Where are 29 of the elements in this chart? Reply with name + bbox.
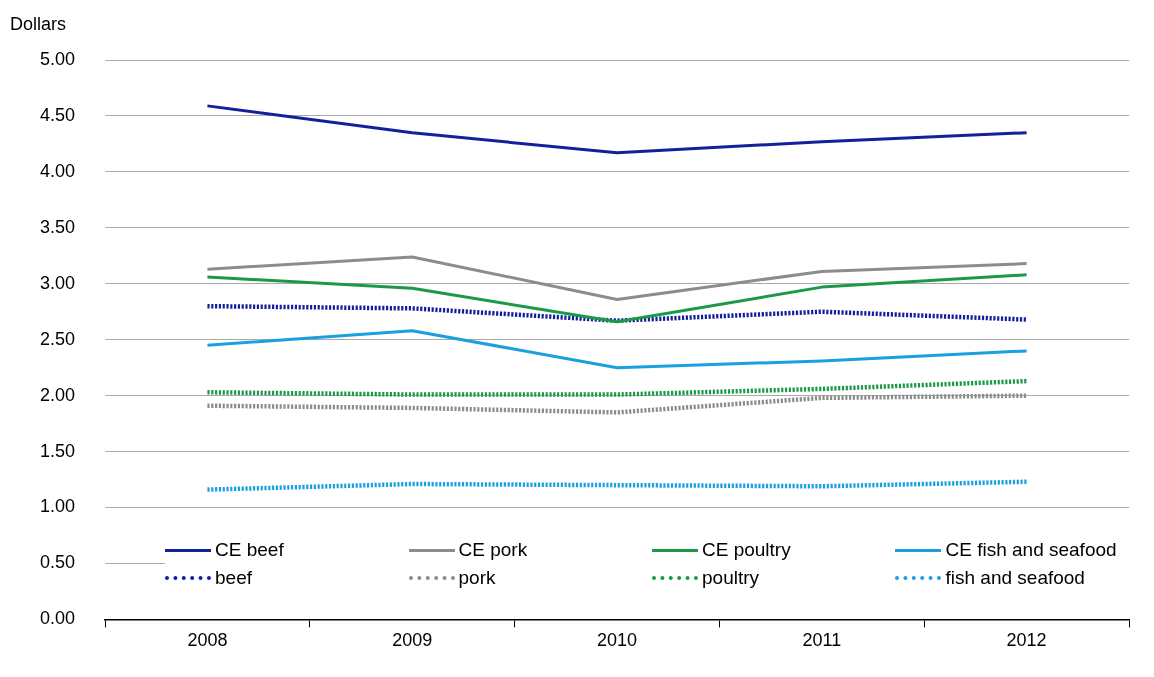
legend-label: beef <box>215 567 253 590</box>
y-tick-label: 5.00 <box>39 48 76 69</box>
y-tick-label: 4.50 <box>39 104 76 125</box>
x-tick-label: 2009 <box>392 630 433 651</box>
x-tick-label: 2011 <box>802 630 842 651</box>
line-series <box>205 303 1029 323</box>
y-tick-label: 2.00 <box>39 384 76 405</box>
y-tick-label: 1.00 <box>39 496 76 517</box>
line-series <box>205 378 1029 397</box>
y-tick-label: 3.00 <box>39 272 76 293</box>
legend-label: pork <box>458 567 496 590</box>
y-tick-label: 2.50 <box>39 328 76 349</box>
legend-label: CE pork <box>458 539 528 562</box>
legend-label: CE fish and seafood <box>945 539 1117 562</box>
line-series <box>205 393 1029 415</box>
y-axis-title: Dollars <box>10 14 67 35</box>
y-tick-label: 0.50 <box>39 552 76 573</box>
y-tick-label: 1.50 <box>39 440 76 461</box>
x-tick-label: 2012 <box>1006 630 1047 651</box>
y-tick-label: 0.00 <box>39 608 76 629</box>
legend-label: CE beef <box>215 539 284 562</box>
line-series <box>205 479 1029 492</box>
y-tick-label: 3.50 <box>39 216 76 237</box>
legend-label: fish and seafood <box>945 567 1085 590</box>
legend-label: poultry <box>702 567 760 590</box>
y-tick-label: 4.00 <box>39 160 76 181</box>
x-tick-label: 2010 <box>596 630 638 651</box>
legend-label: CE poultry <box>702 539 791 562</box>
x-tick-label: 2008 <box>187 630 228 651</box>
